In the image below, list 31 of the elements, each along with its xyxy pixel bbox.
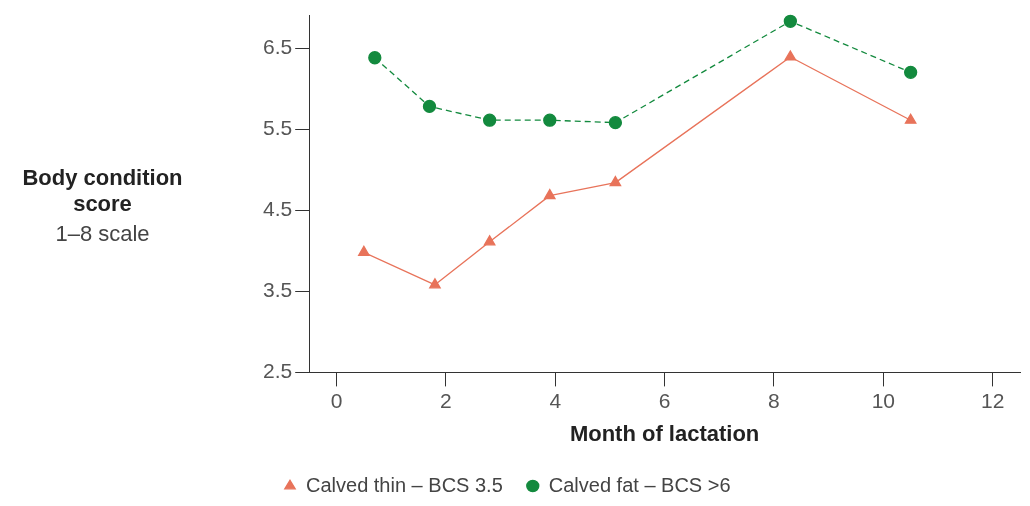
legend-label: Calved thin – BCS 3.5 (306, 473, 503, 496)
point (358, 245, 370, 257)
point (608, 115, 623, 130)
point (422, 99, 437, 114)
point (543, 113, 557, 127)
point (368, 51, 382, 65)
x-tick-label: 12 (980, 388, 1005, 412)
point (483, 235, 496, 246)
y-tick-label: 6.5 (262, 34, 293, 58)
y-axis-title: Body condition score (21, 165, 184, 217)
point (482, 113, 497, 127)
point (609, 176, 622, 187)
x-tick-label: 4 (549, 388, 562, 412)
point (543, 188, 556, 200)
y-tick-label: 3.5 (262, 278, 293, 302)
point (429, 278, 441, 289)
point (783, 14, 798, 28)
x-axis-title: Month of lactation (569, 420, 760, 446)
x-tick-label: 6 (658, 388, 671, 412)
x-tick-label: 0 (330, 388, 343, 412)
x-tick-label: 2 (440, 388, 452, 412)
x-tick-label: 8 (768, 388, 780, 412)
point (904, 113, 917, 124)
y-tick-label: 2.5 (262, 359, 293, 383)
legend-label: Calved fat – BCS >6 (548, 473, 731, 496)
y-tick-label: 4.5 (262, 197, 293, 221)
point (784, 50, 797, 61)
point (904, 65, 918, 80)
text: 1–8 scale (54, 221, 151, 247)
y-tick-label: 5.5 (262, 115, 293, 139)
x-tick-label: 10 (871, 388, 895, 412)
